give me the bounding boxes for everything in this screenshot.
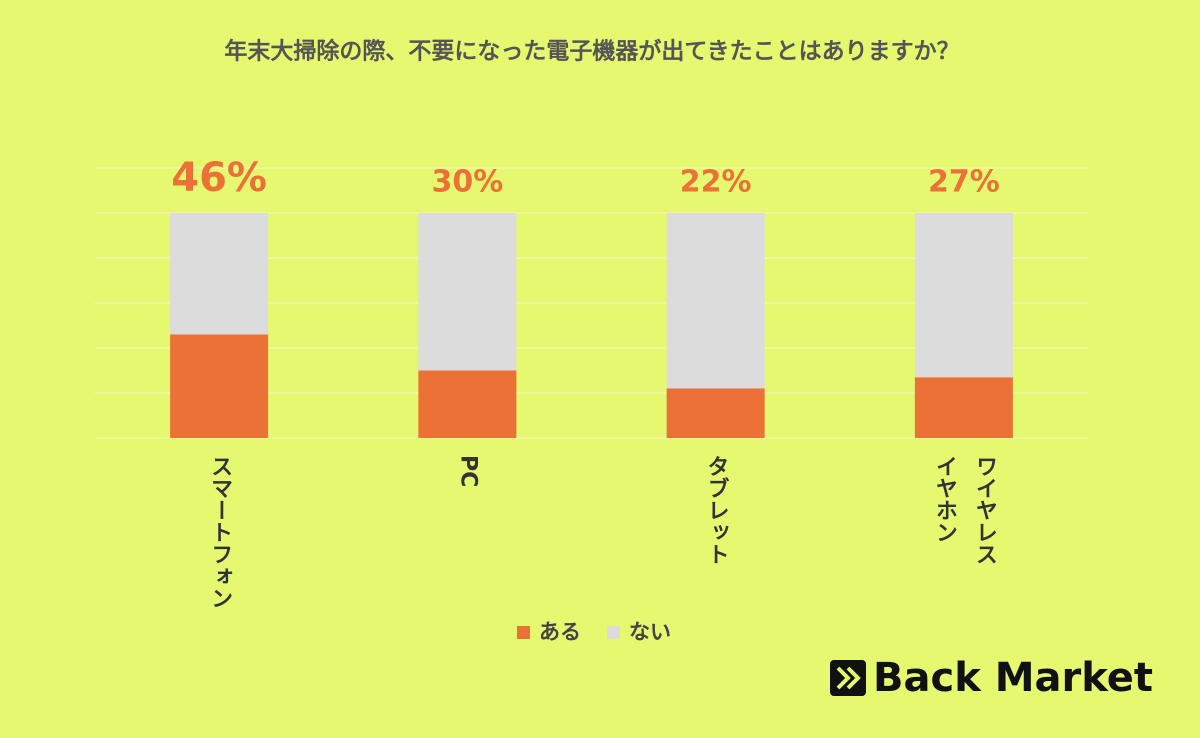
legend-swatch: [607, 626, 620, 639]
x-tick-label: スマートフォン: [207, 455, 233, 609]
legend-swatch: [517, 626, 530, 639]
legend-label: ない: [629, 620, 671, 644]
bar-segment: [170, 334, 269, 438]
bar-segment: [914, 213, 1013, 378]
bar-segment: [418, 213, 517, 371]
value-label: 30%: [431, 165, 503, 200]
value-label: 46%: [171, 155, 267, 201]
x-tick-label: ワイヤレス イヤホン: [931, 455, 997, 565]
bar-segment: [666, 213, 765, 389]
bar-segment: [418, 370, 517, 438]
bar-segment: [170, 213, 269, 335]
legend-label: ある: [539, 620, 581, 644]
x-tick-label: PC: [455, 455, 481, 488]
logo: Back Market: [830, 655, 1153, 701]
bar-segment: [666, 388, 765, 438]
bar-segment: [914, 377, 1013, 438]
chart-title: 年末大掃除の際、不要になった電子機器が出てきたことはありますか？: [224, 38, 959, 65]
value-label: 22%: [680, 165, 752, 200]
x-tick-label: タブレット: [703, 455, 729, 565]
brand: Back Market: [873, 655, 1153, 701]
value-label: 27%: [928, 165, 1000, 200]
